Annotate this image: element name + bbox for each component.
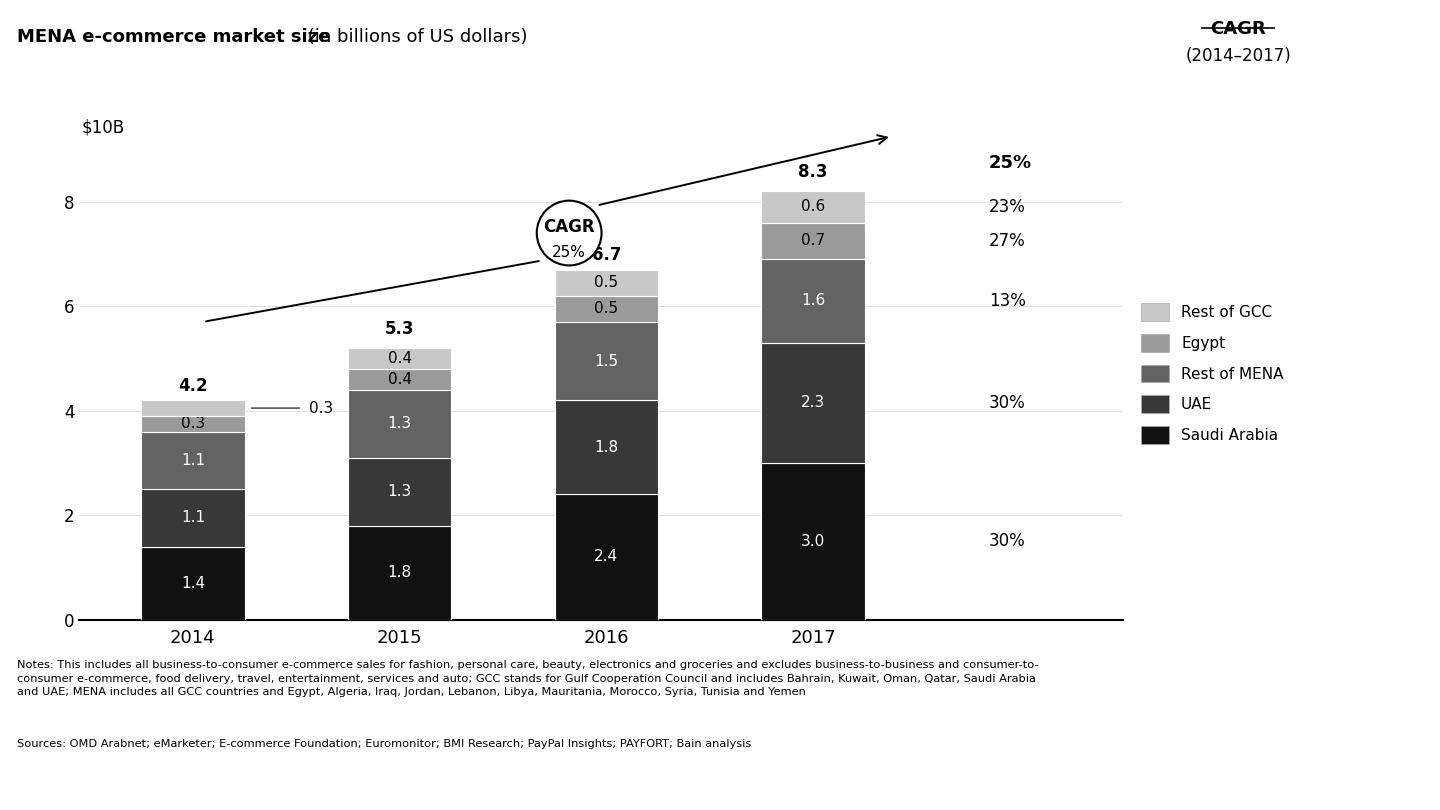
- Text: 2.4: 2.4: [595, 549, 618, 565]
- Bar: [554, 270, 658, 296]
- Text: $10B: $10B: [81, 118, 124, 136]
- Bar: [348, 526, 451, 620]
- Legend: Rest of GCC, Egypt, Rest of MENA, UAE, Saudi Arabia: Rest of GCC, Egypt, Rest of MENA, UAE, S…: [1142, 304, 1283, 444]
- Text: 23%: 23%: [989, 198, 1025, 216]
- Bar: [554, 296, 658, 322]
- Text: 1.8: 1.8: [387, 565, 412, 580]
- Text: Sources: OMD Arabnet; eMarketer; E-commerce Foundation; Euromonitor; BMI Researc: Sources: OMD Arabnet; eMarketer; E-comme…: [17, 739, 752, 748]
- Text: CAGR: CAGR: [1211, 20, 1266, 38]
- Text: (2014–2017): (2014–2017): [1185, 47, 1292, 65]
- Text: Notes: This includes all business-to-consumer e-commerce sales for fashion, pers: Notes: This includes all business-to-con…: [17, 660, 1038, 697]
- Text: 1.3: 1.3: [387, 416, 412, 431]
- Text: 1.5: 1.5: [595, 353, 618, 369]
- Text: 6.7: 6.7: [592, 246, 621, 264]
- Text: 0.5: 0.5: [595, 275, 618, 290]
- Bar: [554, 494, 658, 620]
- Text: 1.3: 1.3: [387, 484, 412, 499]
- Text: 0.4: 0.4: [387, 351, 412, 366]
- Text: 1.1: 1.1: [181, 453, 204, 468]
- Bar: [141, 400, 245, 416]
- Text: 30%: 30%: [989, 394, 1025, 411]
- Bar: [141, 547, 245, 620]
- Bar: [762, 343, 865, 463]
- Text: 3.0: 3.0: [801, 534, 825, 549]
- Bar: [348, 458, 451, 526]
- Text: (in billions of US dollars): (in billions of US dollars): [302, 28, 528, 46]
- Text: 25%: 25%: [552, 245, 586, 260]
- Text: 13%: 13%: [989, 292, 1025, 310]
- Text: CAGR: CAGR: [543, 218, 595, 236]
- Bar: [348, 390, 451, 458]
- Bar: [762, 463, 865, 620]
- Text: 5.3: 5.3: [384, 319, 415, 338]
- Text: 2.3: 2.3: [801, 395, 825, 411]
- Bar: [762, 191, 865, 223]
- Text: 1.4: 1.4: [181, 576, 204, 590]
- Ellipse shape: [537, 201, 602, 266]
- Text: 1.8: 1.8: [595, 440, 618, 454]
- Bar: [554, 322, 658, 400]
- Text: 0.5: 0.5: [595, 301, 618, 316]
- Bar: [554, 400, 658, 494]
- Text: 30%: 30%: [989, 532, 1025, 550]
- Text: 25%: 25%: [989, 154, 1032, 172]
- Text: 0.3: 0.3: [181, 416, 204, 431]
- Bar: [762, 223, 865, 259]
- Text: 0.3: 0.3: [308, 401, 333, 416]
- Bar: [141, 416, 245, 432]
- Bar: [141, 432, 245, 489]
- Text: 1.1: 1.1: [181, 510, 204, 525]
- Text: 8.3: 8.3: [798, 163, 828, 181]
- Text: MENA e-commerce market size: MENA e-commerce market size: [17, 28, 331, 46]
- Text: 4.2: 4.2: [179, 377, 207, 395]
- Text: 1.6: 1.6: [801, 293, 825, 309]
- Text: 0.4: 0.4: [387, 372, 412, 387]
- Text: 0.6: 0.6: [801, 199, 825, 215]
- Bar: [762, 259, 865, 343]
- Text: 27%: 27%: [989, 232, 1025, 249]
- Bar: [141, 489, 245, 547]
- Bar: [348, 369, 451, 390]
- Bar: [348, 348, 451, 369]
- Text: 0.7: 0.7: [801, 233, 825, 249]
